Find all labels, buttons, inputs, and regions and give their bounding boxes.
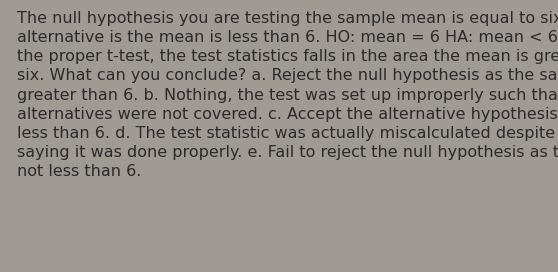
Text: The null hypothesis you are testing the sample mean is equal to six and the
alte: The null hypothesis you are testing the … bbox=[17, 11, 558, 179]
